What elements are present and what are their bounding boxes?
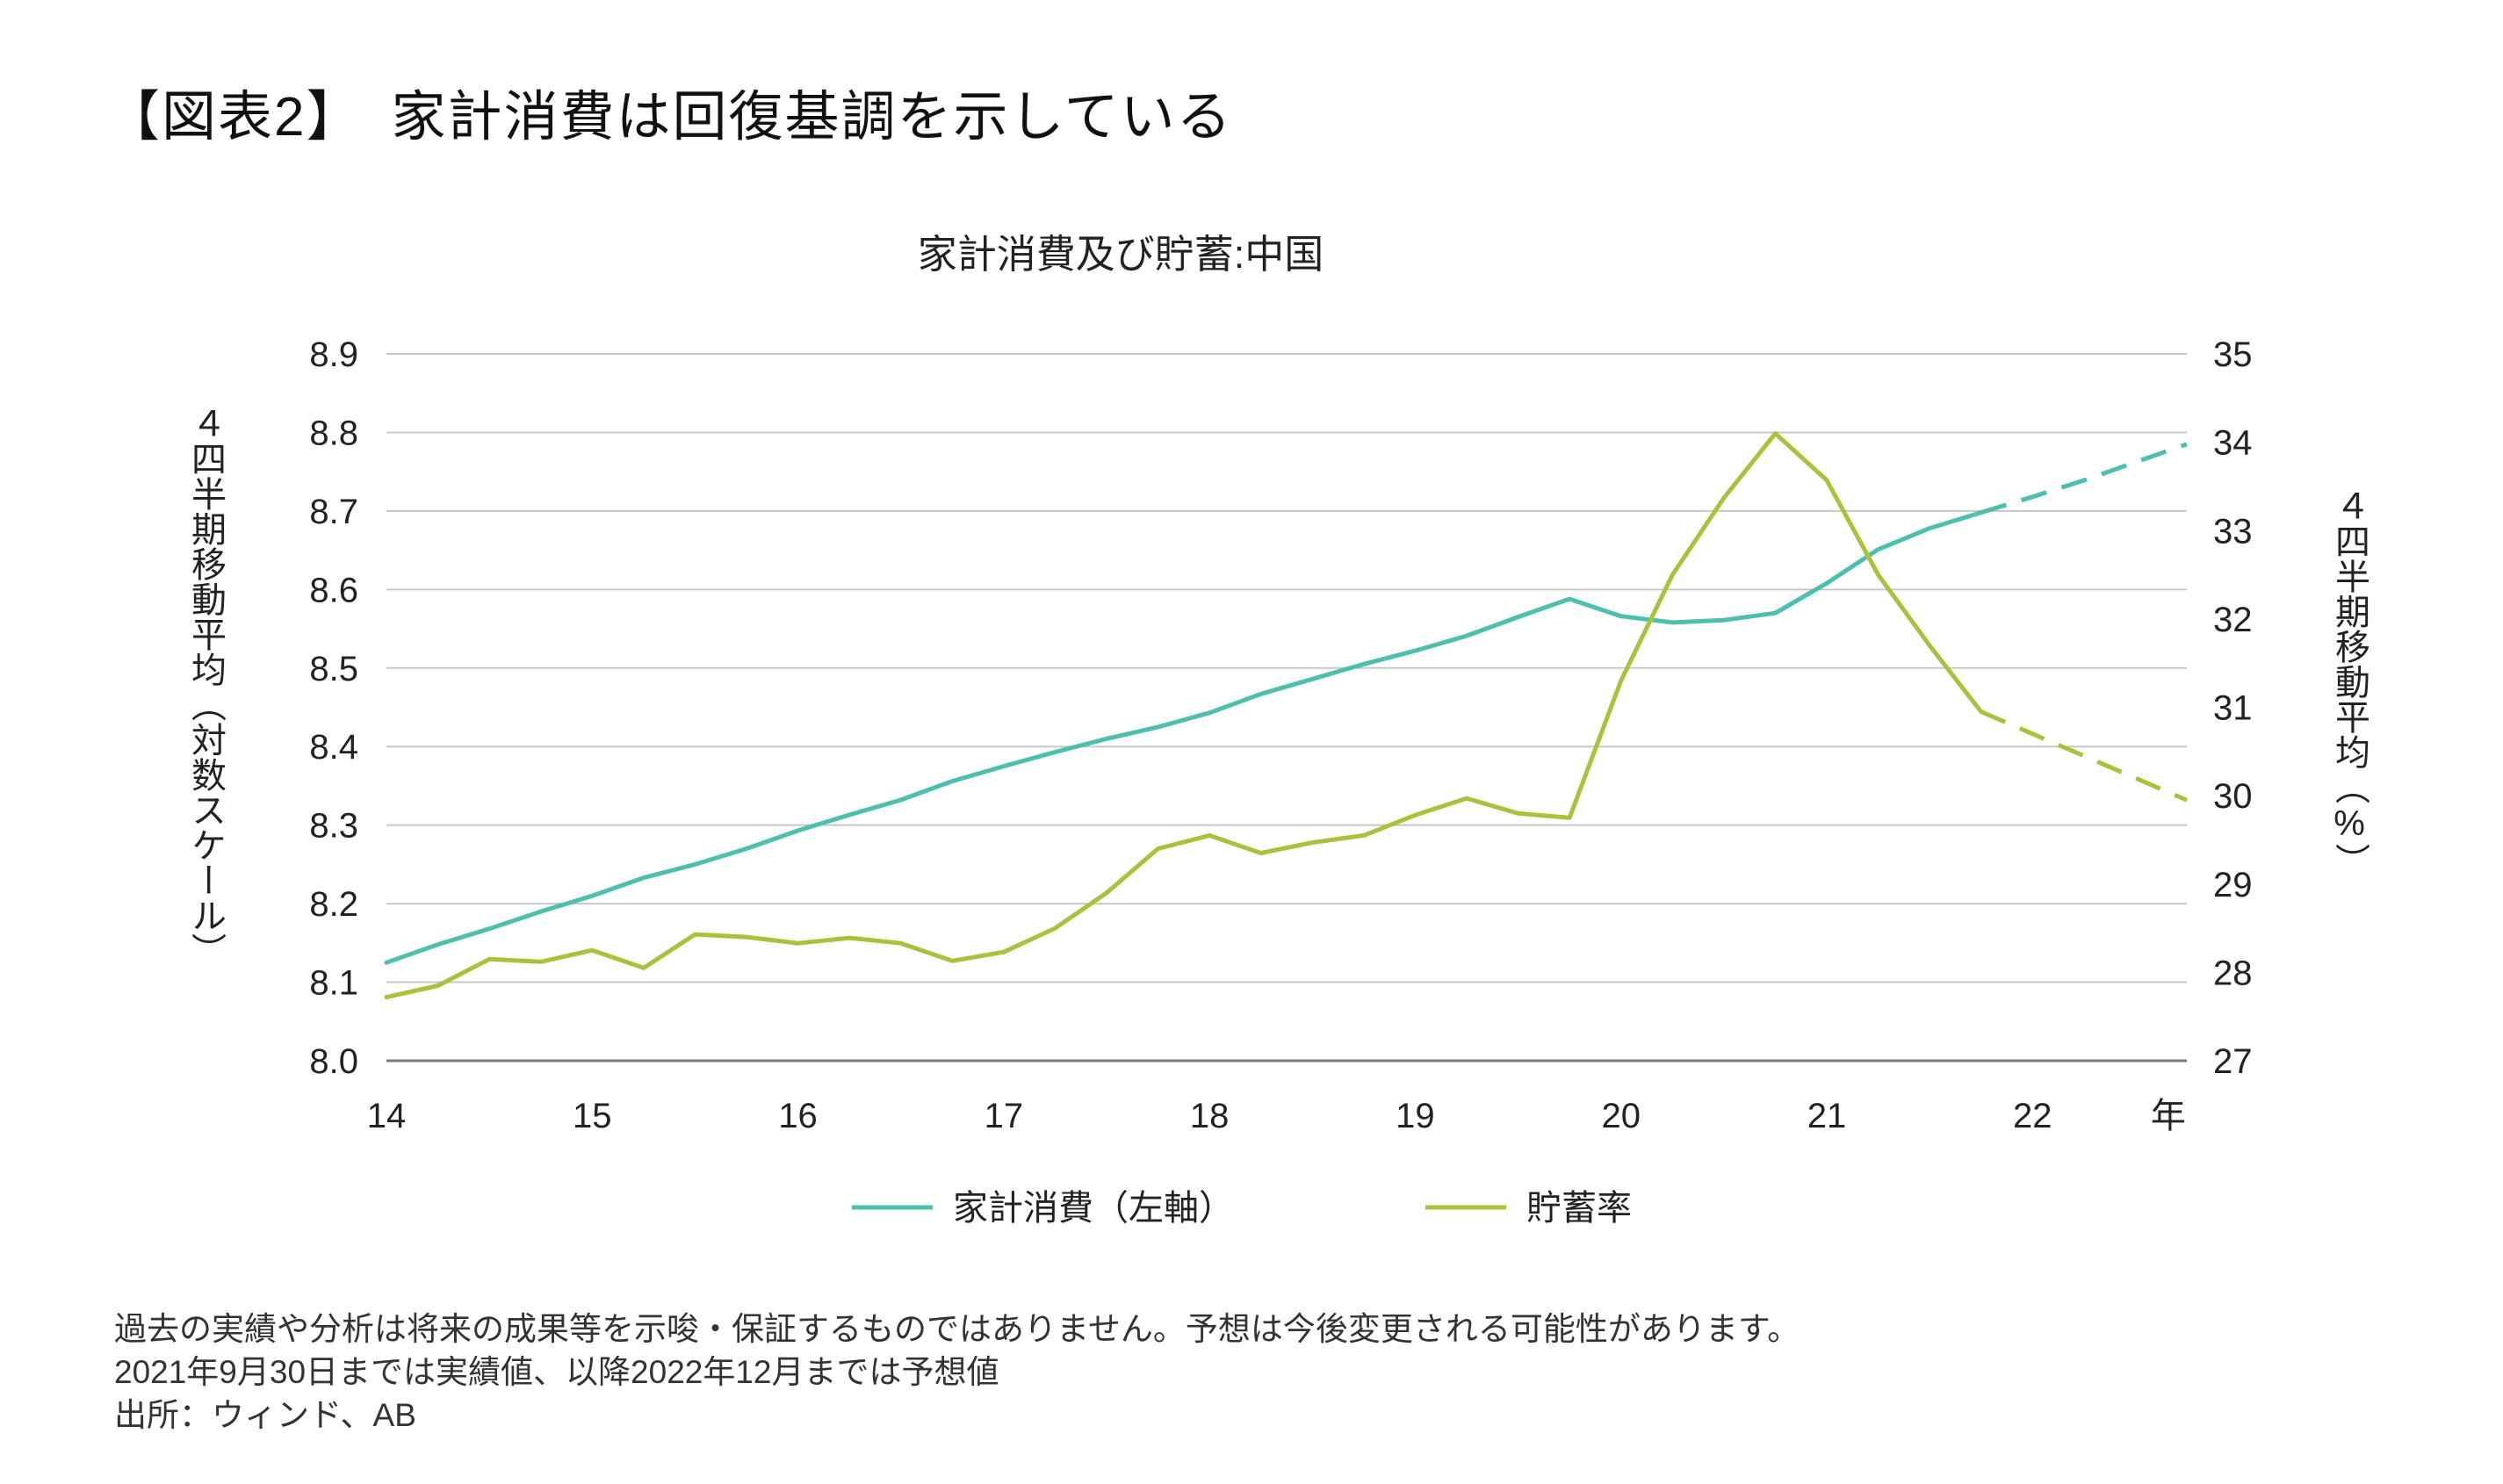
right-tick-label: 27 xyxy=(2213,1042,2253,1081)
x-tick-label: 18 xyxy=(1190,1097,1230,1135)
series-line-forecast-0 xyxy=(1980,442,2188,515)
right-tick-label: 35 xyxy=(2213,335,2253,374)
right-tick-label: 29 xyxy=(2213,866,2253,904)
data-period-note: 2021年9月30日までは実績値、以降2022年12月までは予想値 xyxy=(114,1354,999,1390)
left-tick-label: 8.6 xyxy=(309,571,358,609)
legend-label-consumption: 家計消費（左軸） xyxy=(953,1189,1234,1228)
right-tick-label: 31 xyxy=(2213,689,2253,728)
disclaimer-note: 過去の実績や分析は将来の成果等を示唆・保証するものではありません。予想は今後変更… xyxy=(114,1311,1800,1347)
legend: 家計消費（左軸） 貯蓄率 xyxy=(852,1189,1632,1228)
left-tick-label: 8.4 xyxy=(309,728,358,767)
right-tick-label: 33 xyxy=(2213,512,2253,551)
left-tick-label: 8.7 xyxy=(309,493,358,531)
series-lines xyxy=(384,431,2188,1000)
right-tick-label: 30 xyxy=(2213,777,2253,816)
right-tick-label: 28 xyxy=(2213,954,2253,992)
left-tick-label: 8.5 xyxy=(309,650,358,688)
right-tick-label: 34 xyxy=(2213,424,2253,463)
x-tick-label: 22 xyxy=(2013,1097,2052,1135)
left-tick-label: 8.3 xyxy=(309,807,358,846)
left-tick-label: 8.2 xyxy=(309,885,358,924)
legend-label-saving: 貯蓄率 xyxy=(1526,1189,1632,1228)
left-axis-ticks: 8.9 8.8 8.7 8.6 8.5 8.4 8.3 8.2 8.1 8.0 xyxy=(309,335,358,1081)
gridlines xyxy=(386,353,2187,1063)
x-tick-label: 17 xyxy=(985,1097,1024,1135)
series-line-actual-1 xyxy=(384,431,1984,1000)
x-tick-label: 19 xyxy=(1396,1097,1435,1135)
chart-title: 家計消費及び貯蓄:中国 xyxy=(918,232,1324,277)
series-line-actual-0 xyxy=(384,510,1984,965)
x-tick-label: 21 xyxy=(1807,1097,1847,1135)
left-tick-label: 8.9 xyxy=(309,335,358,374)
left-axis-label: ４四半期移動平均（対数スケール） xyxy=(186,406,225,968)
series-line-forecast-1 xyxy=(1980,710,2188,803)
source-note: 出所：ウィンド、AB xyxy=(114,1397,416,1433)
x-tick-label: 年 xyxy=(2151,1097,2186,1135)
x-tick-label: 14 xyxy=(367,1097,407,1135)
figure-heading: 【図表2】 家計消費は回復基調を示している xyxy=(105,87,1233,148)
x-tick-label: 20 xyxy=(1601,1097,1641,1135)
x-tick-label: 15 xyxy=(573,1097,612,1135)
left-tick-label: 8.0 xyxy=(309,1042,358,1081)
left-tick-label: 8.1 xyxy=(309,964,358,1003)
right-tick-label: 32 xyxy=(2213,601,2253,639)
left-tick-label: 8.8 xyxy=(309,414,358,452)
x-tick-label: 16 xyxy=(778,1097,818,1135)
right-axis-label: ４四半期移動平均（%） xyxy=(2330,488,2369,878)
right-axis-ticks: 35 34 33 32 31 30 29 28 27 xyxy=(2213,335,2253,1081)
x-axis-ticks: 14 15 16 17 18 19 20 21 22 年 xyxy=(367,1097,2186,1135)
